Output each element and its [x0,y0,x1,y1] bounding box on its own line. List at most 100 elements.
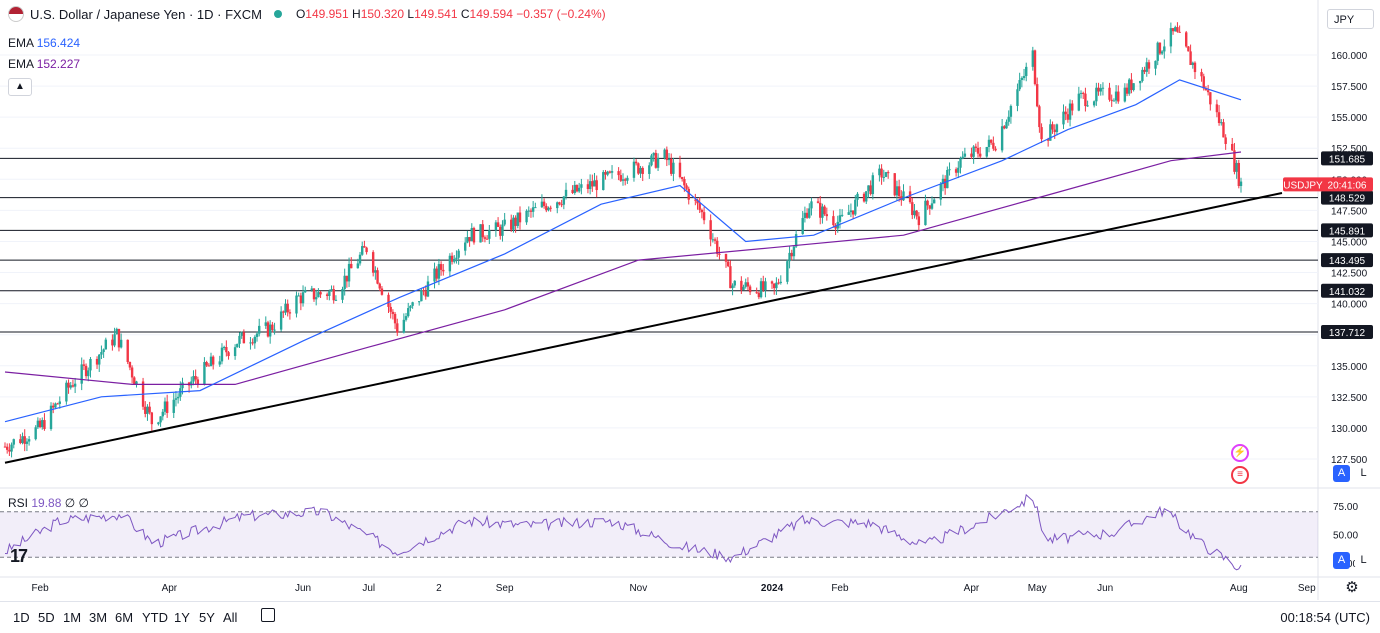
candle-body [312,288,316,300]
log-scale-button[interactable]: L [1355,465,1372,482]
candle-body [869,185,872,195]
candle-body [494,222,498,231]
candle-body [1040,127,1043,140]
candle-body [1174,27,1177,32]
candle-body [396,323,399,333]
candle-body [1007,116,1010,122]
candle-body [957,167,960,173]
candle-body [884,172,888,177]
candle-body [286,303,289,313]
candle-body [667,158,671,161]
candle-body [1169,28,1173,47]
candle-body [1033,50,1037,85]
auto-scale-button[interactable]: A [1333,465,1350,482]
timeframe-5y[interactable]: 5Y [199,610,215,625]
timeframe-all[interactable]: All [223,610,238,625]
candle-body [442,269,445,272]
rsi-legend[interactable]: RSI 19.88 ∅ ∅ [8,496,89,510]
candle-body [656,158,660,168]
candle-body [1038,106,1041,128]
candle-body [959,158,962,168]
candle-body [808,208,811,218]
collapse-legend-button[interactable]: ▲ [8,78,32,96]
candle-body [819,202,822,218]
candle-body [670,158,673,174]
candle-body [420,290,423,302]
us-flag-icon [8,6,24,22]
candle-body [926,200,929,206]
candle-body [694,199,697,201]
candle-body [1176,27,1179,32]
candle-body [1178,31,1181,33]
candle-body [268,324,272,337]
timeframe-1d[interactable]: 1D [13,610,30,625]
candle-body [174,398,178,400]
candle-body [680,177,684,180]
candle-body [378,283,381,289]
candle-body [724,253,728,262]
candle-body [56,403,59,405]
candle-body [437,264,441,279]
ema-fast-line [4,79,1242,423]
candle-body [1031,50,1035,67]
candle-body [687,188,690,200]
candle-body [878,168,881,176]
candle-body [531,207,535,212]
candle-body [742,286,745,290]
candle-body [144,406,147,414]
candle-body [424,291,427,297]
candle-body [961,156,964,159]
candle-body [549,207,552,209]
timeframe-ytd[interactable]: YTD [142,610,168,625]
gear-icon[interactable]: ⚙ [1345,579,1359,596]
candle-body [1062,111,1065,125]
timeframe-5d[interactable]: 5D [38,610,55,625]
chart-canvas[interactable]: 127.500130.000132.500135.000137.500140.0… [0,0,1380,600]
candle-body [744,282,747,287]
symbol-title[interactable]: U.S. Dollar / Japanese Yen · 1D · FXCM [30,6,262,22]
candle-body [417,301,421,303]
level-label: 145.891 [1329,226,1366,237]
candle-body [851,210,855,215]
timeframe-6m[interactable]: 6M [115,610,134,625]
candle-body [1095,87,1098,102]
candle-body [902,191,905,201]
utc-clock[interactable]: 00:18:54 (UTC) [1280,610,1370,625]
candle-body [1066,114,1070,120]
candle-body [825,214,829,217]
ema-slow-legend[interactable]: EMA 152.227 [8,57,81,71]
candle-body [610,171,614,173]
ema-fast-legend[interactable]: EMA 156.424 [8,36,81,50]
rsi-log-scale-button[interactable]: L [1355,552,1372,569]
candle-body [893,173,896,196]
currency-selector[interactable]: JPY [1327,9,1374,29]
candle-body [1099,88,1102,92]
candle-body [299,295,303,304]
date-range-icon[interactable] [261,608,275,622]
candle-body [253,336,257,344]
candle-body [726,261,730,267]
candle-body [49,405,53,430]
timeframe-1y[interactable]: 1Y [174,610,190,625]
candle-body [840,214,844,216]
candle-body [593,180,596,187]
candle-body [954,169,958,173]
flash-icon[interactable]: ⚡ [1231,444,1249,462]
candle-body [702,212,706,221]
candle-body [602,172,605,191]
candle-body [606,171,609,175]
rsi-auto-scale-button[interactable]: A [1333,552,1350,569]
candle-body [222,347,226,349]
timeframe-1m[interactable]: 1M [63,610,82,625]
candle-body [963,153,967,157]
candle-body [325,294,329,296]
candle-body [1224,137,1227,144]
candle-body [595,180,598,191]
candle-body [775,282,778,289]
candle-body [1049,124,1052,141]
candle-body [389,306,392,312]
candle-body [698,203,701,210]
level-label-bg [1321,325,1373,340]
us-event-icon[interactable]: ≡ [1231,466,1249,484]
timeframe-3m[interactable]: 3M [89,610,108,625]
